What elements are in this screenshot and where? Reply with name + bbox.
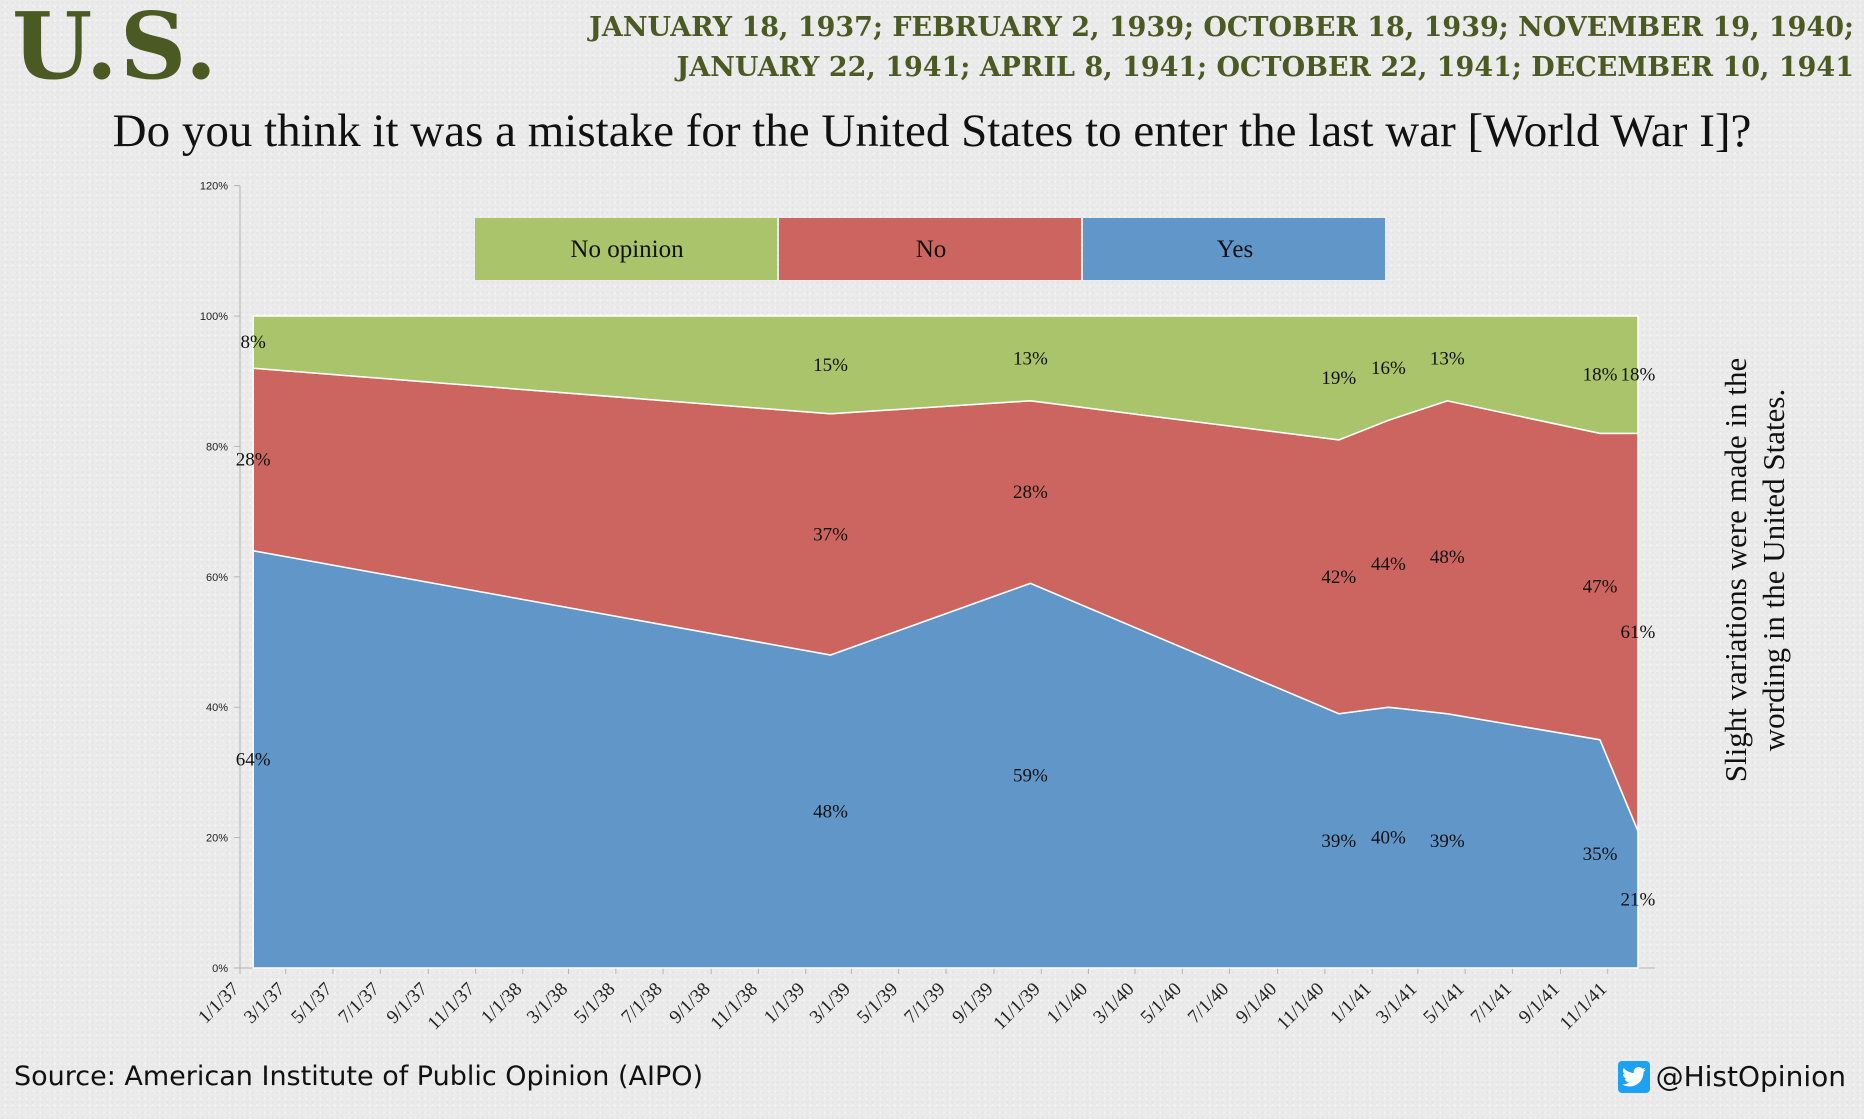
wording-note-line-2: wording in the United States. (1756, 388, 1791, 752)
data-label-yes: 64% (236, 749, 271, 770)
x-tick-label: 3/1/39 (806, 979, 855, 1028)
country-title: U.S. (12, 0, 220, 100)
x-tick-label: 3/1/40 (1089, 979, 1138, 1028)
legend-label-yes: Yes (1217, 236, 1253, 263)
data-label-no: 61% (1621, 622, 1656, 643)
y-tick-label: 80% (206, 441, 228, 453)
legend-label-no-opinion: No opinion (570, 236, 684, 263)
legend-swatch-yes (1083, 218, 1385, 280)
data-label-no-opinion: 13% (1430, 348, 1465, 369)
x-tick-label: 7/1/40 (1184, 979, 1233, 1028)
wording-note-line-1: Slight variations were made in the (1718, 357, 1753, 783)
x-tick-label: 5/1/41 (1419, 979, 1468, 1028)
data-label-yes: 48% (813, 802, 848, 823)
data-label-no: 44% (1371, 554, 1406, 575)
data-label-yes: 40% (1371, 828, 1406, 849)
x-tick-label: 5/1/37 (287, 979, 336, 1028)
data-label-no: 37% (813, 524, 848, 545)
wording-note: Slight variations were made in the wordi… (1717, 332, 1817, 808)
x-tick-label: 5/1/39 (853, 979, 902, 1028)
legend-label-no: No (916, 236, 947, 263)
data-label-no-opinion: 19% (1321, 368, 1356, 389)
legend-swatch-no-opinion (475, 218, 777, 280)
x-tick-label: 5/1/38 (570, 979, 619, 1028)
x-tick-label: 11/1/40 (1273, 979, 1328, 1034)
data-label-no-opinion: 13% (1013, 348, 1048, 369)
data-label-no: 28% (236, 449, 271, 470)
area-no-opinion (252, 315, 1639, 441)
question-title: Do you think it was a mistake for the Un… (112, 105, 1752, 157)
x-tick-label: 7/1/37 (335, 979, 384, 1028)
y-tick-label: 20% (206, 833, 228, 845)
data-label-no: 42% (1321, 567, 1356, 588)
x-tick-label: 1/1/41 (1327, 979, 1376, 1028)
data-label-no-opinion: 18% (1583, 365, 1618, 386)
x-tick-label: 11/1/37 (424, 979, 479, 1034)
data-label-no: 47% (1583, 577, 1618, 598)
x-tick-label: 3/1/38 (523, 979, 572, 1028)
y-tick-label: 60% (206, 572, 228, 584)
survey-dates: JANUARY 18, 1937; FEBRUARY 2, 1939; OCTO… (589, 8, 1854, 88)
source-note: Source: American Institute of Public Opi… (14, 1061, 704, 1092)
x-tick-label: 3/1/41 (1372, 979, 1421, 1028)
y-tick-label: 0% (212, 963, 228, 975)
x-tick-label: 3/1/37 (240, 979, 289, 1028)
twitter-handle[interactable]: @HistOpinion (1617, 1060, 1846, 1093)
x-tick-label: 11/1/39 (989, 979, 1044, 1034)
x-tick-label: 1/1/38 (477, 979, 526, 1028)
data-label-yes: 21% (1621, 890, 1656, 911)
x-tick-label: 7/1/41 (1467, 979, 1516, 1028)
y-tick-label: 100% (200, 311, 228, 323)
data-label-no-opinion: 15% (813, 355, 848, 376)
data-label-no-opinion: 18% (1621, 365, 1656, 386)
data-label-yes: 39% (1430, 831, 1465, 852)
survey-dates-line-1: JANUARY 18, 1937; FEBRUARY 2, 1939; OCTO… (589, 12, 1854, 43)
data-label-no-opinion: 8% (241, 332, 267, 353)
twitter-handle-text: @HistOpinion (1655, 1060, 1846, 1093)
twitter-icon (1617, 1060, 1650, 1093)
data-label-no: 48% (1430, 547, 1465, 568)
x-tick-label: 11/1/41 (1556, 979, 1611, 1034)
data-label-yes: 35% (1583, 844, 1618, 865)
survey-dates-line-2: JANUARY 22, 1941; APRIL 8, 1941; OCTOBER… (676, 52, 1855, 83)
data-label-yes: 39% (1321, 831, 1356, 852)
x-tick-label: 7/1/39 (900, 979, 949, 1028)
y-tick-label: 120% (200, 181, 228, 193)
data-label-no-opinion: 16% (1371, 358, 1406, 379)
x-tick-label: 1/1/39 (760, 979, 809, 1028)
x-tick-label: 11/1/38 (707, 979, 762, 1034)
data-label-no: 28% (1013, 482, 1048, 503)
y-tick-label: 40% (206, 702, 228, 714)
x-tick-label: 1/1/40 (1043, 979, 1092, 1028)
legend-swatch-no (779, 218, 1081, 280)
x-tick-label: 7/1/38 (617, 979, 666, 1028)
data-label-yes: 59% (1013, 766, 1048, 787)
x-tick-label: 1/1/37 (194, 979, 243, 1028)
x-tick-label: 5/1/40 (1137, 979, 1186, 1028)
